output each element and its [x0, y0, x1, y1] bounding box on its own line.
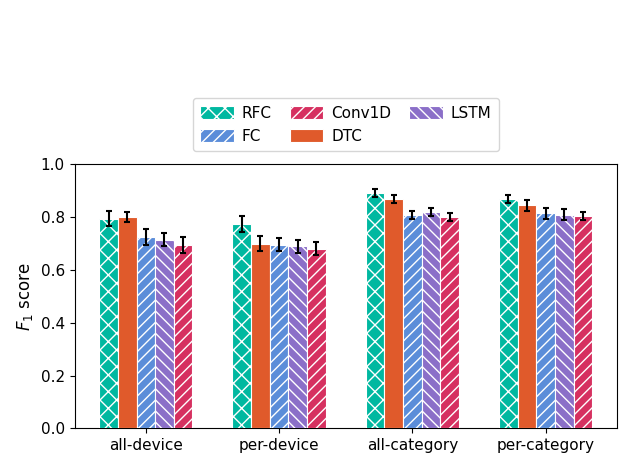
Bar: [384, 199, 403, 428]
Bar: [403, 214, 422, 428]
Bar: [233, 224, 251, 428]
Legend: RFC, FC, Conv1D, DTC, LSTM: RFC, FC, Conv1D, DTC, LSTM: [193, 98, 499, 151]
Bar: [518, 205, 537, 428]
Bar: [422, 212, 441, 428]
Bar: [555, 214, 574, 428]
Bar: [270, 245, 288, 428]
Y-axis label: $F_1$ score: $F_1$ score: [15, 262, 35, 331]
Bar: [155, 240, 174, 428]
Bar: [174, 245, 193, 428]
Bar: [99, 219, 118, 428]
Bar: [251, 243, 270, 428]
Bar: [441, 217, 459, 428]
Bar: [307, 249, 325, 428]
Bar: [574, 216, 592, 428]
Bar: [366, 193, 384, 428]
Bar: [499, 199, 518, 428]
Bar: [537, 213, 555, 428]
Bar: [288, 246, 307, 428]
Bar: [118, 217, 137, 428]
Bar: [137, 237, 155, 428]
